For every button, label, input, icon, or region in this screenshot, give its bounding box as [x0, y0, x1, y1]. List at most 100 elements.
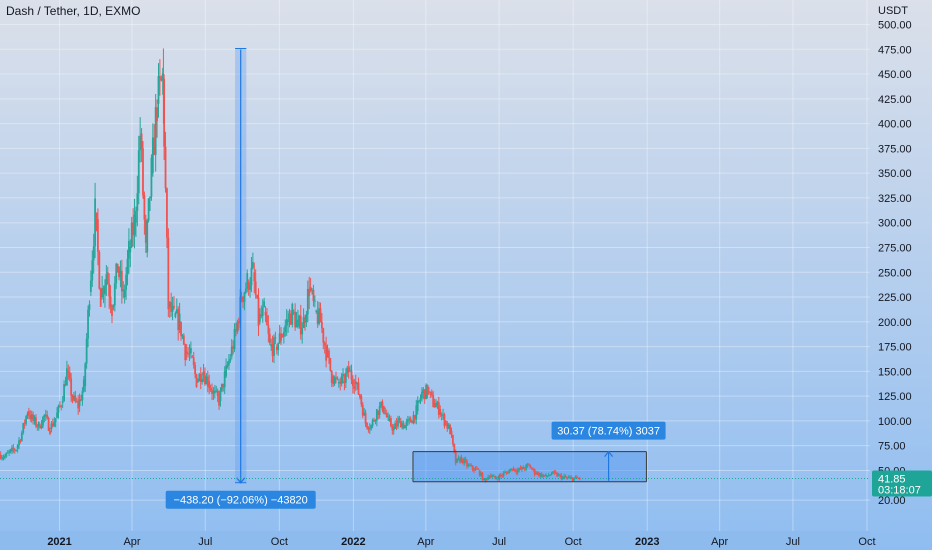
candle-body	[137, 150, 140, 194]
candle-body	[492, 475, 495, 477]
candle-body	[566, 477, 568, 479]
candle-body	[406, 419, 409, 422]
candle-body	[336, 377, 339, 379]
candle-body	[157, 76, 160, 104]
candle-body	[409, 418, 412, 423]
candle-body	[112, 305, 115, 307]
candle-body	[313, 300, 316, 302]
candle-body	[212, 390, 215, 394]
candle-body	[87, 309, 89, 339]
candle-body	[270, 344, 273, 347]
candle-body	[280, 333, 282, 341]
candle-body	[27, 410, 30, 416]
candle-body	[57, 405, 60, 413]
candle-body	[473, 468, 475, 471]
candle-body	[540, 474, 543, 477]
candle-body	[385, 413, 388, 418]
candle-body	[198, 374, 201, 382]
candle-body	[235, 328, 237, 330]
candle-body	[267, 325, 270, 334]
time-axis-area[interactable]	[0, 531, 870, 550]
candle-body	[40, 425, 43, 428]
candle-body	[257, 297, 260, 327]
candle-body	[304, 321, 306, 323]
candle-body	[49, 430, 51, 434]
candles[interactable]	[0, 48, 581, 483]
candle-body	[35, 417, 37, 427]
candle-body	[556, 473, 559, 477]
candle-body	[419, 397, 422, 401]
time-tick-label: 2023	[635, 536, 659, 548]
candle-body	[506, 472, 509, 474]
candle-body	[111, 306, 113, 316]
time-axis[interactable]: 2021 Apr Jul Oct 2022 Apr Jul Oct 2023 Apr Jul Oct	[0, 531, 876, 550]
candle-body	[471, 465, 474, 470]
candle-body	[332, 376, 335, 385]
candle-body	[61, 401, 64, 404]
candle-body	[230, 346, 233, 357]
candle-body	[440, 414, 443, 416]
candle-body	[135, 210, 137, 223]
candle-body	[357, 382, 360, 395]
candle-body	[554, 472, 557, 474]
candle-body	[77, 401, 80, 409]
candle-body	[343, 381, 346, 383]
measure-arrowhead	[604, 450, 614, 458]
candle-body	[19, 440, 22, 442]
candle-body	[263, 301, 266, 308]
candle-body	[118, 267, 120, 278]
candle-body	[319, 308, 322, 323]
measure-overlays[interactable]: −438.20 (−92.06%) −43820 30.37 (78.74%) 3…	[165, 47, 666, 509]
candle-body	[132, 222, 135, 236]
price-tick-label: 100.00	[878, 416, 912, 428]
candle-body	[54, 418, 57, 423]
candle-body	[318, 308, 320, 325]
candle-body	[32, 414, 35, 421]
candle-body	[201, 378, 204, 382]
candle-body	[42, 416, 44, 426]
candle-body	[11, 447, 13, 452]
candle-body	[74, 395, 77, 401]
candle-body	[256, 295, 258, 298]
candle-body	[312, 289, 315, 301]
candle-body	[184, 344, 187, 361]
candle-body	[215, 390, 218, 392]
candle-body	[364, 412, 367, 424]
bar-countdown: 03:18:07	[878, 485, 921, 497]
price-tick-label: 150.00	[878, 366, 912, 378]
candle-body	[515, 471, 518, 473]
candle-body	[470, 465, 473, 467]
candle-body	[536, 472, 539, 475]
candle-body	[322, 328, 325, 343]
price-axis[interactable]: USDT20.0050.0075.00100.00125.00150.00175…	[870, 0, 932, 550]
candle-body	[37, 421, 40, 427]
price-tick-label: 375.00	[878, 143, 912, 155]
candle-body	[78, 399, 81, 407]
candle-body	[199, 374, 202, 382]
candle-body	[481, 472, 484, 481]
candle-body	[273, 337, 275, 356]
candle-body	[384, 413, 387, 415]
candle-body	[574, 476, 577, 479]
candle-body	[575, 476, 578, 479]
candle-body	[521, 466, 523, 470]
candle-body	[146, 220, 149, 253]
candle-body	[211, 389, 213, 394]
candle-body	[254, 281, 257, 296]
candle-body	[526, 464, 529, 466]
candle-body	[395, 423, 398, 427]
candle-body	[129, 246, 132, 253]
candle-body	[266, 315, 268, 326]
candle-body	[391, 426, 394, 431]
price-tick-label: 350.00	[878, 168, 912, 180]
candle-body	[106, 272, 109, 284]
price-tick-label: 250.00	[878, 267, 912, 279]
candle-body	[88, 304, 91, 310]
candle-body	[85, 338, 88, 364]
candle-body	[467, 464, 470, 466]
candle-body	[305, 314, 308, 323]
time-tick-label: 2022	[341, 536, 365, 548]
candle-body	[39, 425, 42, 428]
candle-body	[161, 73, 164, 81]
